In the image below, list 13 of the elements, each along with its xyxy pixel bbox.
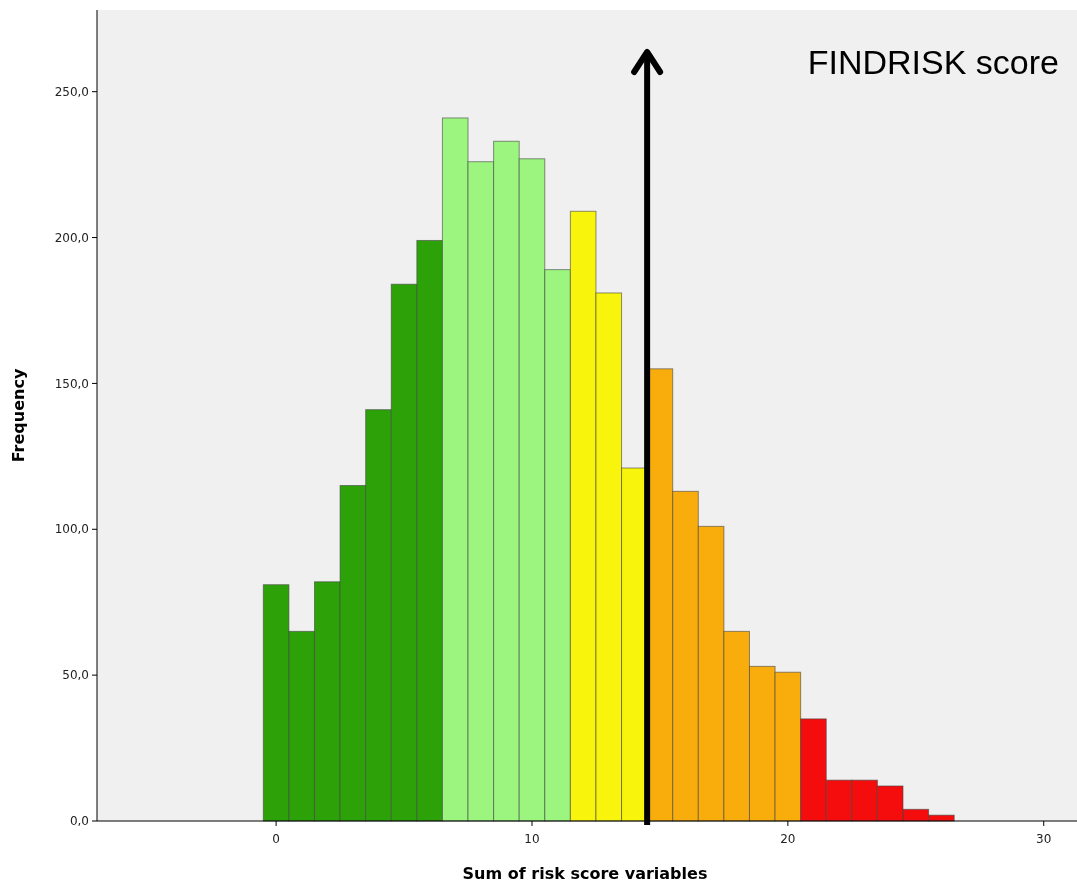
y-tick-label: 50,0 [62, 668, 89, 683]
x-axis-title: Sum of risk score variables [462, 864, 708, 883]
x-tick-label: 0 [272, 832, 280, 846]
y-tick-label: 0,0 [69, 814, 89, 829]
y-tick-label: 200,0 [54, 230, 89, 245]
y-tick-label: 150,0 [54, 376, 89, 391]
ref-line-label: FINDRISK score [807, 43, 1059, 81]
x-tick-label: 30 [1036, 832, 1052, 846]
x-tick-label: 20 [780, 832, 796, 846]
y-tick-label: 100,0 [54, 522, 89, 537]
x-tick-label: 10 [524, 832, 540, 846]
y-axis-title: Frequency [9, 368, 28, 463]
y-tick-label: 250,0 [54, 84, 89, 99]
